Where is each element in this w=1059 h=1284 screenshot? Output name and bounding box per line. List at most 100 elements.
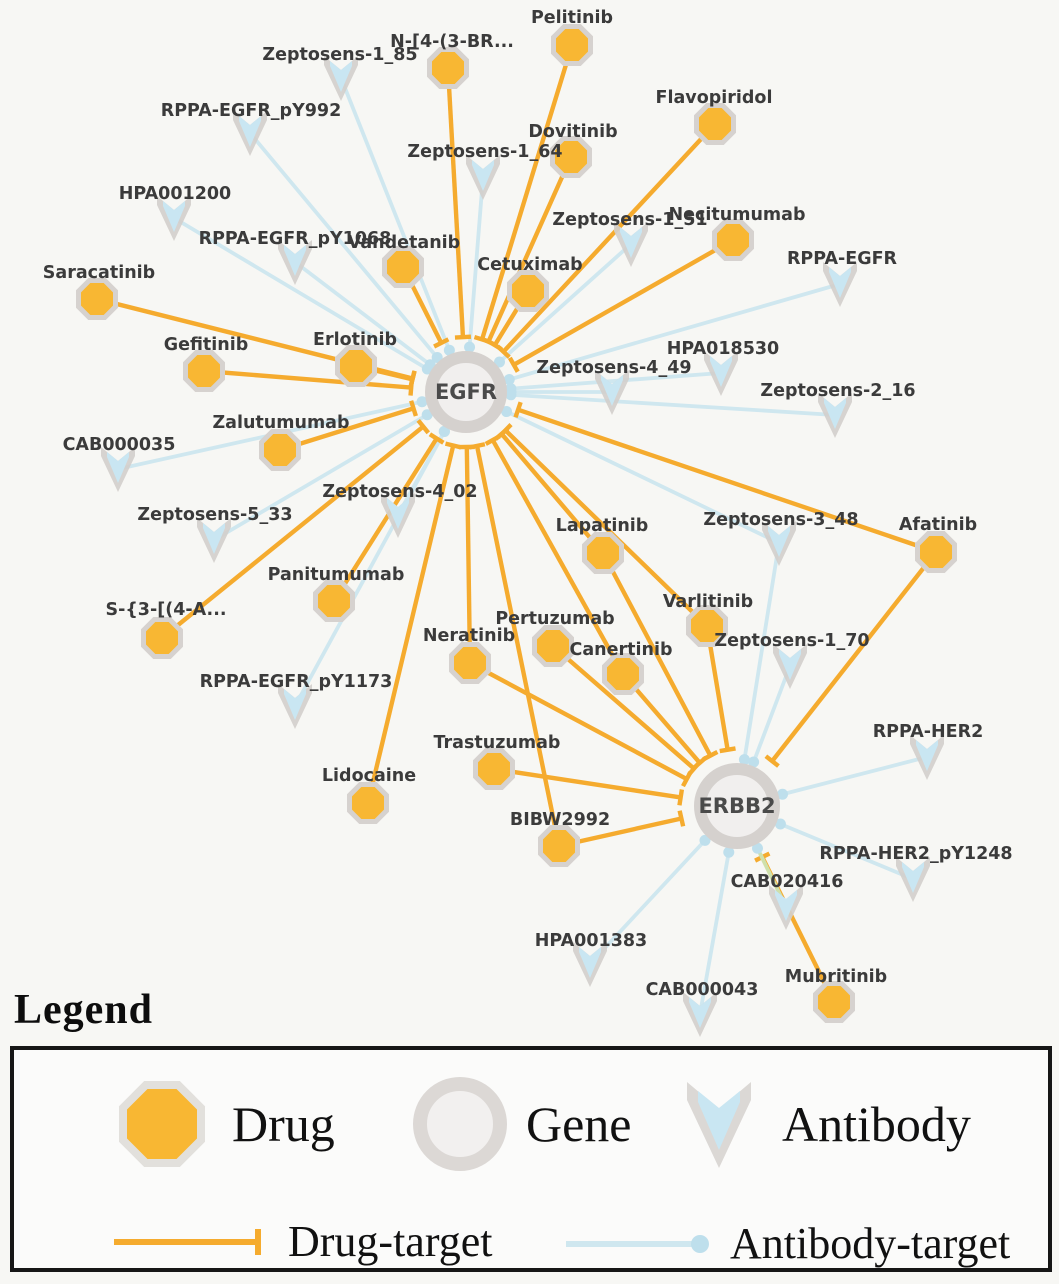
drug-node-Cetuximab[interactable]: [510, 273, 547, 310]
drug-octagon: [554, 27, 591, 64]
legend-gene-label: Gene: [526, 1099, 632, 1149]
drug-node-BIBW2992[interactable]: [541, 828, 578, 865]
node-label-CAB000035: CAB000035: [63, 435, 176, 455]
node-label-RPPA-EGFR_pY1173: RPPA-EGFR_pY1173: [200, 672, 393, 692]
node-label-Zeptosens-3_48: Zeptosens-3_48: [703, 510, 858, 530]
legend-item-drug: Drug: [110, 1072, 335, 1176]
drug-node-Necitumumab[interactable]: [715, 222, 752, 259]
node-label-Zeptosens-4_49: Zeptosens-4_49: [536, 358, 691, 378]
drug-octagon: [144, 620, 181, 657]
node-label-Lapatinib: Lapatinib: [556, 516, 649, 536]
node-label-Erlotinib: Erlotinib: [313, 330, 397, 350]
drug-octagon: [316, 583, 353, 620]
antibody-target-edge: [777, 757, 927, 796]
node-label-BIBW2992: BIBW2992: [510, 810, 610, 830]
node-label-Zeptosens-1_70: Zeptosens-1_70: [714, 631, 869, 651]
gene-node-icon: [412, 1076, 508, 1172]
drug-node-Lidocaine[interactable]: [350, 785, 387, 822]
drug-node-Pertuzumab[interactable]: [535, 628, 572, 665]
gene-node-EGFR[interactable]: EGFR: [431, 357, 501, 427]
drug-target-edge: [494, 769, 681, 797]
antibody-target-dot: [464, 342, 475, 353]
drug-target-tee: [411, 372, 415, 388]
node-label-Neratinib: Neratinib: [423, 626, 515, 646]
drug-octagon: [385, 249, 422, 286]
antibody-target-dot: [505, 389, 516, 400]
drug-octagon: [79, 281, 116, 318]
node-label-Gefitinib: Gefitinib: [164, 335, 249, 355]
drug-octagon: [541, 828, 578, 865]
legend-box: Drug Gene Antibody Dru: [10, 1046, 1052, 1272]
node-label-Afatinib: Afatinib: [899, 515, 977, 535]
legend-items: Drug Gene Antibody Dru: [14, 1072, 1048, 1192]
drug-target-tee: [455, 337, 471, 338]
gene-node-ERBB2[interactable]: ERBB2: [698, 769, 775, 843]
legend-antibody-label: Antibody: [782, 1099, 971, 1149]
drug-node-Saracatinib[interactable]: [79, 281, 116, 318]
drug-node-icon: [110, 1072, 214, 1176]
drug-octagon: [605, 656, 642, 693]
antibody-node-icon: [674, 1072, 764, 1176]
node-label-CAB000043: CAB000043: [646, 980, 759, 1000]
antibody-target-edge: [341, 78, 452, 356]
drug-target-edge-icon: [110, 1224, 270, 1260]
node-label-Pelitinib: Pelitinib: [531, 8, 613, 28]
node-label-Zeptosens-1_51: Zeptosens-1_51: [552, 210, 707, 230]
legend-drug-label: Drug: [232, 1099, 335, 1149]
node-label-Panitumumab: Panitumumab: [268, 565, 405, 585]
node-label-Varlitinib: Varlitinib: [663, 592, 753, 612]
node-label-Zeptosens-5_33: Zeptosens-5_33: [137, 505, 292, 525]
drug-node-Pelitinib[interactable]: [554, 27, 591, 64]
drug-octagon: [186, 353, 223, 390]
node-label-HPA001383: HPA001383: [535, 931, 647, 951]
node-label-RPPA-HER2_pY1248: RPPA-HER2_pY1248: [819, 844, 1012, 864]
drug-octagon: [476, 751, 513, 788]
drug-node-Vandetanib[interactable]: [385, 249, 422, 286]
legend-item-antibody-target: Antibody-target: [562, 1222, 1010, 1266]
drug-octagon: [350, 785, 387, 822]
node-label-CAB020416: CAB020416: [731, 872, 844, 892]
drug-node-Zalutumumab[interactable]: [262, 432, 299, 469]
node-label-Zeptosens-1_85: Zeptosens-1_85: [262, 45, 417, 65]
node-label-RPPA-EGFR: RPPA-EGFR: [787, 249, 898, 269]
drug-node-Gefitinib[interactable]: [186, 353, 223, 390]
node-label-RPPA-EGFR_pY992: RPPA-EGFR_pY992: [161, 101, 342, 121]
node-label-Zeptosens-1_64: Zeptosens-1_64: [407, 142, 562, 162]
drug-node-Neratinib[interactable]: [452, 645, 489, 682]
node-label-RPPA-HER2: RPPA-HER2: [873, 722, 984, 742]
legend-item-drug-target: Drug-target: [110, 1220, 492, 1264]
drug-target-tee: [680, 811, 684, 827]
node-label-Zalutumumab: Zalutumumab: [212, 413, 349, 433]
drug-octagon: [262, 432, 299, 469]
node-label-RPPA-EGFR_pY1068: RPPA-EGFR_pY1068: [199, 229, 392, 249]
gene-label-ERBB2: ERBB2: [698, 794, 775, 818]
drug-target-tee: [445, 444, 461, 448]
drug-node-NBR[interactable]: [430, 50, 467, 87]
node-label-HPA018530: HPA018530: [667, 339, 779, 359]
drug-octagon: [715, 222, 752, 259]
drug-target-tee: [515, 402, 520, 417]
legend-item-antibody: Antibody: [674, 1072, 971, 1176]
legend-drug-target-label: Drug-target: [288, 1220, 492, 1264]
gene-label-EGFR: EGFR: [435, 380, 497, 404]
drug-node-Afatinib[interactable]: [918, 534, 955, 571]
node-label-Cetuximab: Cetuximab: [477, 255, 582, 275]
drug-octagon: [338, 348, 375, 385]
node-label-Dovitinib: Dovitinib: [528, 122, 617, 142]
drug-node-Panitumumab[interactable]: [316, 583, 353, 620]
drug-node-Trastuzumab[interactable]: [476, 751, 513, 788]
drug-node-Flavopiridol[interactable]: [697, 106, 734, 143]
drug-node-Erlotinib[interactable]: [338, 348, 375, 385]
legend-title: Legend: [14, 986, 153, 1034]
drug-node-Canertinib[interactable]: [605, 656, 642, 693]
drug-octagon: [816, 984, 853, 1021]
node-label-Flavopiridol: Flavopiridol: [656, 88, 773, 108]
drug-octagon: [430, 50, 467, 87]
drug-node-Mubritinib[interactable]: [816, 984, 853, 1021]
drug-octagon: [452, 645, 489, 682]
drug-octagon: [510, 273, 547, 310]
drug-node-S34A[interactable]: [144, 620, 181, 657]
drug-node-Lapatinib[interactable]: [585, 535, 622, 572]
node-label-HPA001200: HPA001200: [119, 184, 231, 204]
